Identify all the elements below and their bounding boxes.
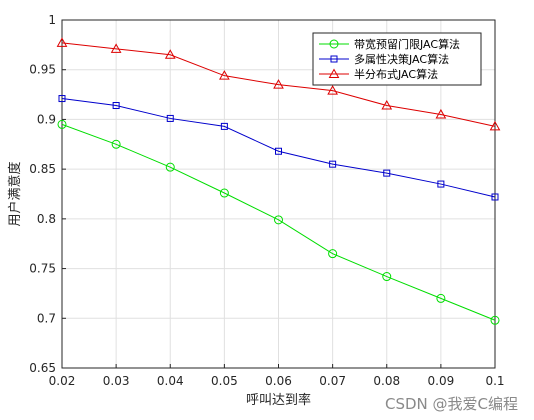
data-point — [436, 293, 446, 303]
series-1 — [58, 95, 499, 201]
series-line — [61, 42, 496, 127]
legend-marker — [328, 68, 340, 78]
x-tick-label: 0.04 — [157, 374, 184, 388]
y-tick-label: 0.65 — [29, 361, 56, 375]
data-point — [273, 79, 284, 89]
legend-item: 带宽预留门限JAC算法 — [319, 37, 460, 51]
data-point — [381, 99, 393, 110]
data-point — [58, 95, 66, 103]
data-point — [219, 70, 230, 80]
legend-label: 半分布式JAC算法 — [354, 67, 438, 81]
data-point — [111, 139, 121, 149]
data-point — [491, 193, 499, 201]
series-line — [61, 123, 496, 321]
x-tick-label: 0.02 — [49, 374, 76, 388]
data-point — [220, 122, 228, 130]
data-point — [57, 119, 67, 129]
data-point — [110, 43, 122, 53]
y-tick-label: 0.75 — [29, 262, 56, 276]
data-point — [56, 37, 68, 47]
legend-marker — [330, 55, 338, 63]
x-axis-label: 呼叫达到率 — [246, 392, 311, 408]
data-point — [383, 169, 391, 177]
series-0 — [57, 119, 500, 325]
x-tick-label: 0.1 — [485, 374, 504, 388]
x-tick-label: 0.03 — [103, 374, 130, 388]
y-tick-label: 0.9 — [37, 112, 56, 126]
legend-marker — [329, 39, 339, 49]
y-tick-label: 1 — [48, 13, 56, 27]
data-point — [275, 147, 282, 155]
y-tick-label: 0.95 — [29, 63, 56, 77]
data-point — [329, 160, 337, 168]
data-point — [164, 49, 176, 59]
y-axis-label: 用户满意度 — [7, 161, 23, 226]
y-tick-label: 0.85 — [29, 162, 56, 176]
series-line — [61, 98, 496, 198]
data-point — [112, 102, 120, 110]
axis-ticks: 0.02 0.03 0.04 0.05 0.06 0.07 0.08 0.09 0.1 0.65 0… — [29, 13, 504, 388]
legend-label: 多属性决策JAC算法 — [354, 52, 449, 66]
x-tick-label: 0.07 — [319, 374, 346, 388]
data-point — [382, 272, 392, 282]
data-point — [490, 315, 500, 325]
data-point — [327, 85, 338, 95]
y-tick-label: 0.8 — [37, 212, 56, 226]
series-2 — [56, 37, 501, 131]
data-point — [435, 108, 447, 119]
legend-item: 多属性决策JAC算法 — [319, 52, 449, 66]
data-point — [165, 162, 175, 172]
data-point — [437, 180, 445, 188]
data-point — [274, 215, 283, 225]
legend-label: 带宽预留门限JAC算法 — [354, 37, 460, 51]
y-tick-label: 0.7 — [37, 311, 56, 325]
x-tick-label: 0.05 — [211, 374, 238, 388]
data-point — [219, 188, 229, 198]
x-tick-label: 0.06 — [265, 374, 292, 388]
watermark: CSDN @我爱C编程 — [384, 395, 518, 413]
data-point — [328, 249, 338, 259]
data-point — [166, 114, 174, 122]
legend-item: 半分布式JAC算法 — [319, 67, 438, 81]
data-point — [489, 120, 501, 131]
x-tick-label: 0.08 — [373, 374, 400, 388]
series-layer — [56, 37, 501, 325]
x-tick-label: 0.09 — [428, 374, 455, 388]
